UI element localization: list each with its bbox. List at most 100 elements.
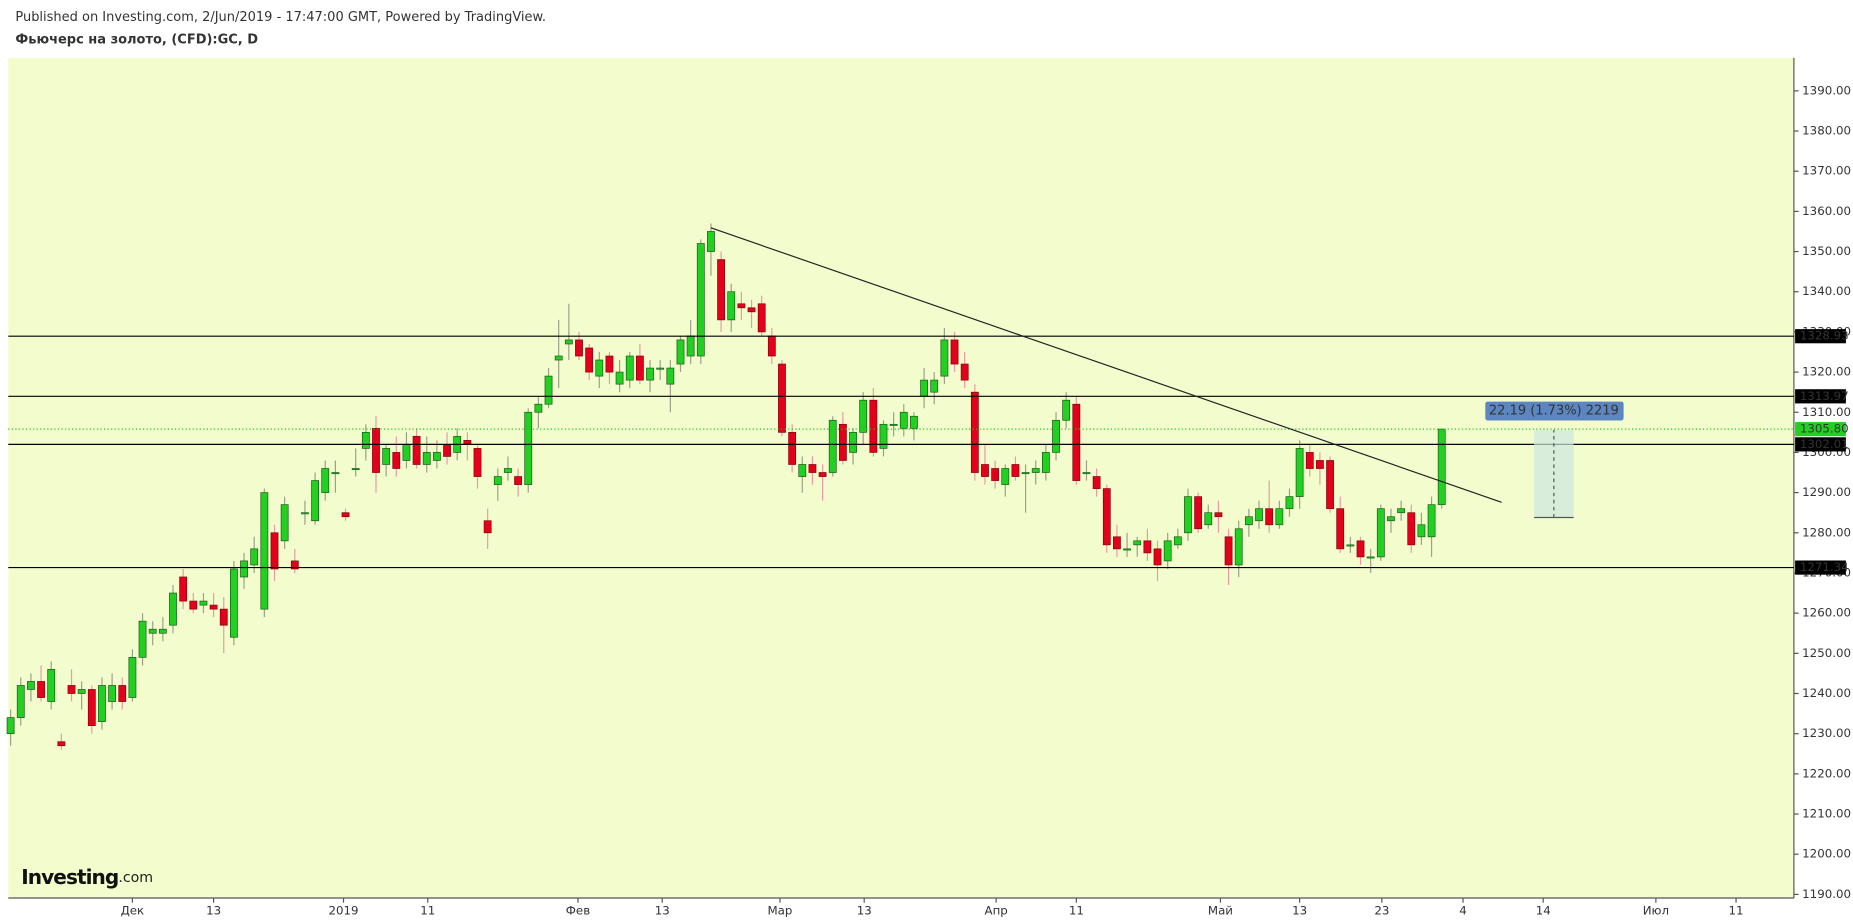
candle-body (372, 427, 380, 473)
candle-body (849, 431, 857, 453)
x-tick-label: Дек (121, 904, 145, 918)
x-tick-label: 14 (1536, 904, 1551, 918)
candle-body (991, 468, 1000, 481)
candle-body (1072, 403, 1081, 481)
candle-body (1244, 516, 1253, 526)
candle-body (514, 476, 522, 485)
candle-body (737, 303, 746, 309)
y-tick-label: 1360.00 (1802, 204, 1851, 218)
level-tag (1795, 437, 1846, 452)
candle-body (1437, 428, 1446, 506)
measure-label: 22.19 (1.73%) 2219 (1489, 404, 1619, 419)
level-label: 1302.01 (1800, 437, 1849, 451)
candle-body (635, 355, 644, 381)
candle-body (432, 452, 441, 461)
candle-body (128, 656, 137, 698)
last-price-label: 1305.80 (1800, 422, 1849, 436)
x-tick-label: 23 (1374, 904, 1389, 918)
candle-body (930, 379, 939, 393)
candle-body (625, 355, 634, 381)
y-tick-label: 1250.00 (1802, 646, 1851, 660)
candle-body (240, 560, 248, 578)
candle-body (1092, 476, 1101, 489)
candle-body (443, 444, 451, 457)
candle-body (981, 464, 989, 477)
candle-body (544, 375, 553, 405)
candle-body (615, 371, 624, 385)
candle-body (1285, 496, 1294, 510)
candle-body (1001, 468, 1010, 485)
candle-body (1041, 452, 1050, 473)
candle-body (1427, 504, 1436, 538)
published-note: Published on Investing.com, 2/Jun/2019 -… (15, 10, 546, 25)
candle-body (351, 468, 360, 471)
candle-body (575, 339, 583, 357)
x-tick-label: 11 (420, 904, 435, 918)
candle-body (1123, 548, 1131, 551)
last-price-tag (1795, 422, 1846, 437)
candle-body (199, 600, 208, 606)
y-tick-label: 1190.00 (1802, 887, 1851, 901)
candle-body (1407, 512, 1416, 546)
x-tick-label: 13 (655, 904, 670, 918)
candle-body (412, 436, 421, 465)
trendline (710, 227, 1502, 503)
level-label: 1328.93 (1800, 329, 1849, 343)
candle-body (1184, 496, 1192, 534)
candle-body (87, 689, 96, 726)
candle-body (301, 512, 309, 515)
y-tick-label: 1320.00 (1802, 365, 1851, 379)
level-tag (1795, 389, 1846, 404)
y-tick-label: 1210.00 (1802, 807, 1851, 821)
candle-body (1082, 472, 1091, 475)
candle-body (666, 367, 675, 385)
candle-body (1346, 544, 1355, 547)
candle-body (138, 620, 147, 658)
candle-body (37, 681, 45, 698)
candle-body (970, 391, 979, 473)
candle-body (1316, 460, 1324, 469)
candle-body (1133, 540, 1142, 546)
candle-body (67, 685, 76, 694)
logo: Investing.com (21, 864, 153, 888)
y-tick-label: 1340.00 (1802, 284, 1851, 298)
candle-body (1173, 536, 1182, 546)
candle-body (788, 431, 797, 465)
y-tick-label: 1240.00 (1802, 686, 1851, 700)
level-label: 1271.34 (1800, 560, 1849, 574)
candle-body (869, 399, 878, 453)
candle-body (311, 480, 319, 522)
logo-suffix: .com (118, 870, 153, 886)
candle-body (1214, 512, 1223, 518)
candle-body (219, 608, 228, 626)
candle-body (1356, 540, 1365, 558)
measure-label-bg (1485, 401, 1624, 421)
candle-body (179, 576, 188, 602)
candle-body (6, 717, 15, 735)
candle-body (534, 403, 543, 413)
candle-body (828, 419, 837, 473)
y-tick-label: 1230.00 (1802, 726, 1851, 740)
candle-body (57, 741, 66, 747)
candle-body (280, 504, 289, 542)
candle-body (422, 452, 431, 465)
candle-body (382, 448, 391, 465)
x-tick-label: Мар (768, 904, 793, 918)
candle-body (605, 355, 614, 373)
x-tick-label: Фев (566, 904, 590, 918)
candle-body (585, 347, 594, 373)
y-tick-label: 1370.00 (1802, 164, 1851, 178)
candle-body (1204, 512, 1213, 526)
candle-body (1295, 448, 1304, 497)
candle-body (524, 411, 533, 485)
candle-body (1143, 540, 1152, 554)
candle-body (392, 452, 401, 469)
candle-body (757, 303, 766, 333)
candle-body (77, 689, 86, 694)
candle-body (1062, 399, 1071, 421)
x-tick-label: 11 (1069, 904, 1084, 918)
candle-body (1387, 516, 1395, 522)
candle-body (960, 363, 969, 381)
candle-body (189, 600, 198, 610)
candle-body (209, 604, 218, 610)
